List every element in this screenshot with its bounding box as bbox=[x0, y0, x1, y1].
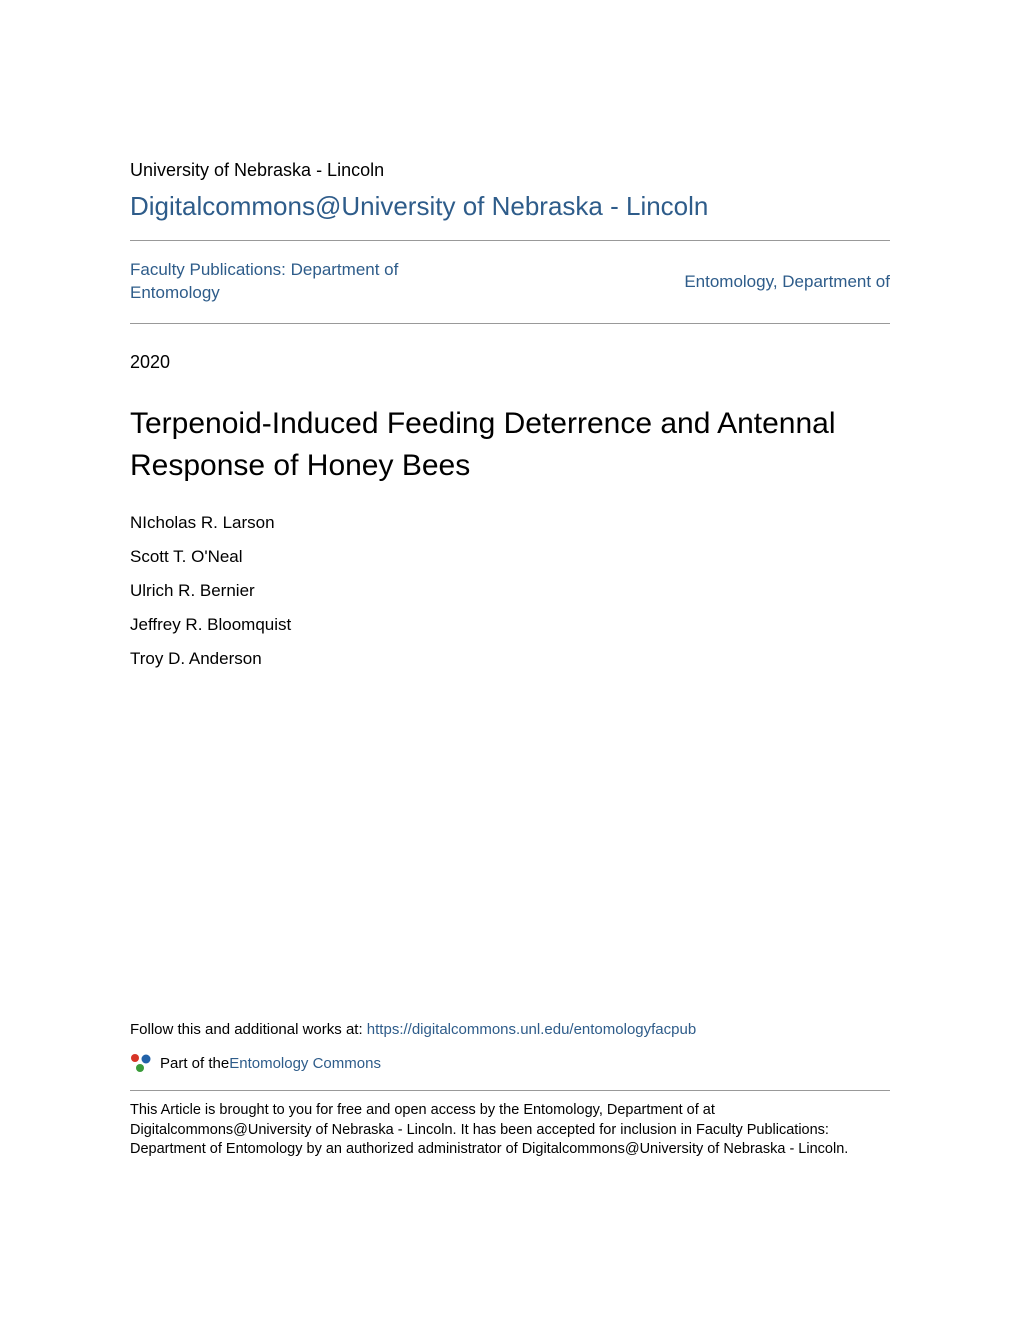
collection-link[interactable]: Faculty Publications: Department of Ento… bbox=[130, 259, 450, 305]
header-links-row: Faculty Publications: Department of Ento… bbox=[130, 241, 890, 323]
university-name: University of Nebraska - Lincoln bbox=[130, 160, 890, 181]
header-divider-bottom bbox=[130, 323, 890, 324]
author-name: Scott T. O'Neal bbox=[130, 547, 890, 567]
access-statement: This Article is brought to you for free … bbox=[130, 1091, 890, 1160]
follow-works-line: Follow this and additional works at: htt… bbox=[130, 1021, 890, 1038]
repository-link[interactable]: Digitalcommons@University of Nebraska - … bbox=[130, 191, 890, 222]
partof-prefix: Part of the bbox=[160, 1055, 229, 1072]
author-name: Ulrich R. Bernier bbox=[130, 581, 890, 601]
article-title: Terpenoid-Induced Feeding Deterrence and… bbox=[130, 403, 890, 487]
network-commons-icon[interactable] bbox=[130, 1052, 152, 1074]
commons-link[interactable]: Entomology Commons bbox=[229, 1055, 381, 1072]
publication-year: 2020 bbox=[130, 352, 890, 373]
author-name: NIcholas R. Larson bbox=[130, 513, 890, 533]
department-link[interactable]: Entomology, Department of bbox=[684, 272, 890, 292]
follow-prefix: Follow this and additional works at: bbox=[130, 1021, 367, 1038]
author-name: Jeffrey R. Bloomquist bbox=[130, 615, 890, 635]
part-of-line: Part of the Entomology Commons bbox=[130, 1052, 890, 1074]
author-name: Troy D. Anderson bbox=[130, 649, 890, 669]
follow-url-link[interactable]: https://digitalcommons.unl.edu/entomolog… bbox=[367, 1021, 696, 1038]
